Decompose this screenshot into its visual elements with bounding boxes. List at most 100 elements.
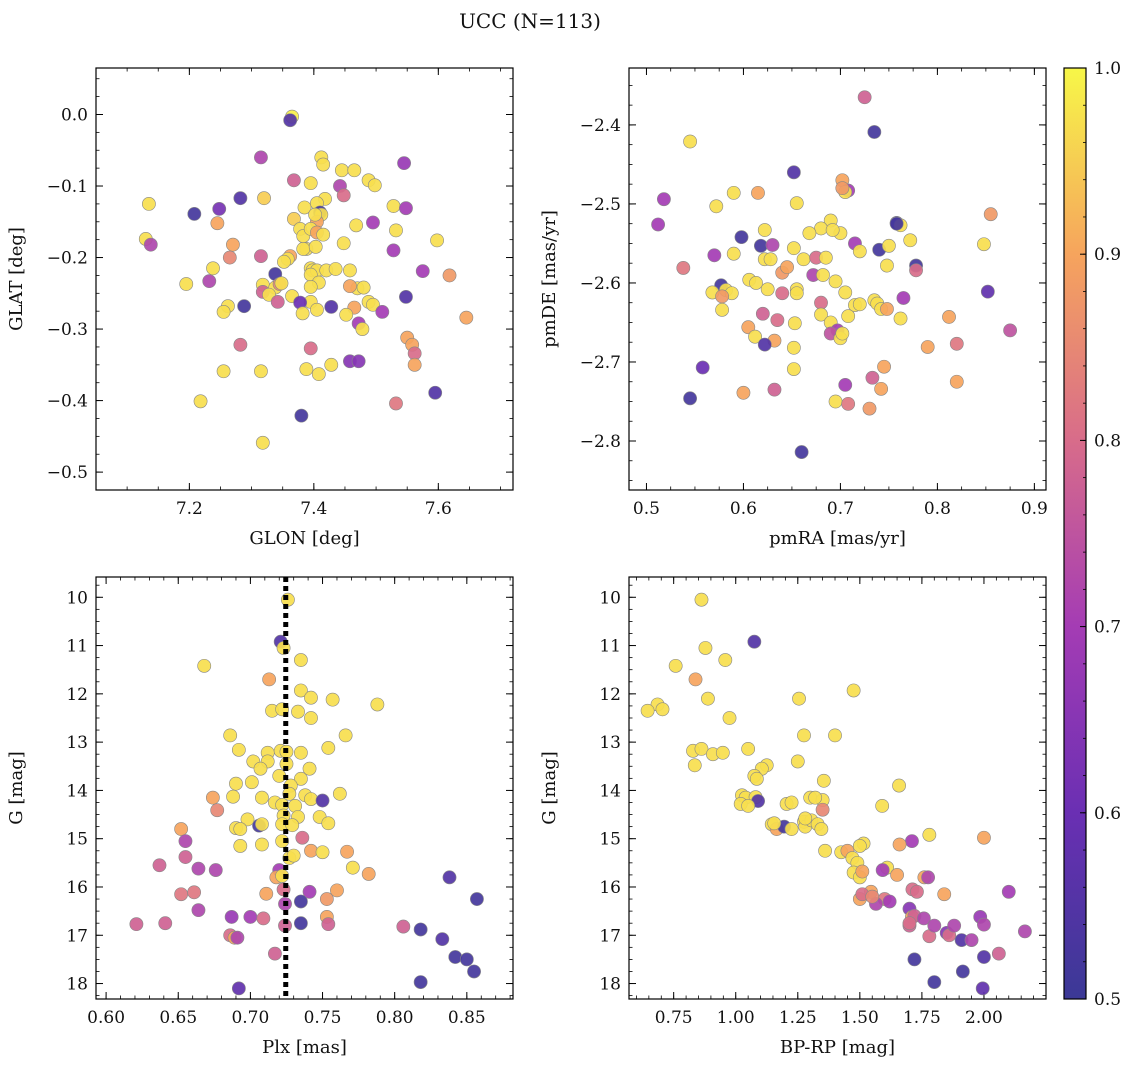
y-tick-label: 15 <box>66 830 88 850</box>
scatter-point <box>187 885 202 900</box>
scatter-point <box>191 861 206 876</box>
scatter-point <box>470 892 484 906</box>
x-tick-label: 0.6 <box>730 499 757 519</box>
scatter-point <box>784 795 799 810</box>
scatter-point <box>315 793 330 808</box>
y-tick-label: 16 <box>599 878 621 898</box>
scatter-point <box>875 798 890 813</box>
scatter-point <box>770 313 785 327</box>
scatter-point <box>308 239 323 254</box>
scatter-point <box>142 196 156 211</box>
plot-frame <box>628 576 1047 1000</box>
scatter-point <box>722 711 737 725</box>
scatter-point <box>747 634 762 649</box>
scatter-point <box>262 672 277 687</box>
panel-pmra-pmde: 0.5 0.6 0.7 0.8 0.9 −2.4 −2.5 −2.6 −2.7 −2.8 pmRA … <box>539 67 1048 549</box>
scatter-point <box>734 230 749 245</box>
scatter-point <box>287 173 301 188</box>
scatter-point <box>386 243 401 258</box>
scatter-point <box>315 845 330 860</box>
scatter-point <box>786 165 801 180</box>
scatter-point <box>293 745 308 760</box>
scatter-point <box>748 329 762 344</box>
scatter-point <box>977 917 991 932</box>
scatter-point <box>324 357 339 372</box>
x-tick-label: 1.50 <box>841 1008 879 1028</box>
scatter-point <box>875 863 890 877</box>
y-tick-label: −0.1 <box>47 177 88 197</box>
scatter-point <box>892 837 907 852</box>
x-tick-label: 0.8 <box>924 499 951 519</box>
scatter-point <box>321 816 336 831</box>
scatter-point <box>798 811 813 826</box>
scatter-point <box>955 964 970 979</box>
scatter-point <box>254 249 268 264</box>
scatter-point <box>303 279 318 294</box>
x-axis-label: GLON [deg] <box>249 528 359 549</box>
scatter-point <box>254 364 268 379</box>
scatter-point <box>1018 924 1032 939</box>
scatter-point <box>922 827 937 842</box>
scatter-point <box>889 216 904 231</box>
scatter-point <box>909 263 923 278</box>
scatter-points <box>640 592 1032 996</box>
scatter-point <box>268 946 282 961</box>
scatter-point <box>413 975 428 990</box>
scatter-point <box>736 385 751 400</box>
scatter-point <box>763 252 778 267</box>
y-tick-label: −2.5 <box>580 195 621 215</box>
y-tick-label: 16 <box>66 878 88 898</box>
scatter-point <box>233 191 248 206</box>
scatter-point <box>698 641 713 655</box>
y-tick-label: 11 <box>66 637 88 657</box>
scatter-point <box>789 286 804 301</box>
scatter-point <box>442 870 457 885</box>
scatter-point <box>902 916 917 931</box>
scatter-point <box>336 236 351 251</box>
scatter-point <box>655 702 670 717</box>
scatter-point <box>286 848 301 863</box>
scatter-point <box>256 911 271 926</box>
scatter-point <box>332 786 347 801</box>
scatter-point <box>448 950 463 964</box>
scatter-point <box>657 192 671 207</box>
scatter-point <box>694 592 709 607</box>
scatter-point <box>325 692 340 707</box>
x-tick-label: 7.6 <box>425 499 452 519</box>
scatter-point <box>291 704 305 719</box>
y-tick-label: 12 <box>66 685 88 705</box>
scatter-point <box>415 264 430 279</box>
panel-glon-glat: 7.2 7.4 7.6 0.0 −0.1 −0.2 −0.3 −0.4 −0.5 GLON [de… <box>6 67 514 549</box>
scatter-point <box>233 337 248 352</box>
scatter-point <box>874 381 889 396</box>
scatter-point <box>983 207 998 222</box>
scatter-point <box>389 396 403 411</box>
scatter-point <box>277 254 291 269</box>
scatter-point <box>825 223 840 237</box>
scatter-point <box>259 886 274 901</box>
scatter-point <box>224 910 239 924</box>
scatter-point <box>767 816 782 831</box>
scatter-point <box>244 775 259 790</box>
scatter-point <box>321 917 336 932</box>
scatter-point <box>243 910 258 924</box>
scatter-point <box>753 238 768 253</box>
scatter-point <box>867 125 882 139</box>
scatter-point <box>767 382 782 397</box>
y-tick-label: −0.2 <box>47 249 88 269</box>
scatter-point <box>293 683 308 698</box>
scatter-point <box>726 246 741 261</box>
scatter-point <box>231 981 246 996</box>
scatter-point <box>749 771 764 786</box>
scatter-point <box>741 741 756 756</box>
scatter-point <box>340 844 354 859</box>
scatter-point <box>841 309 856 324</box>
y-tick-label: −0.4 <box>47 392 88 412</box>
scatter-point <box>921 870 935 885</box>
scatter-point <box>796 252 811 267</box>
y-tick-label: 17 <box>66 926 88 946</box>
scatter-point <box>191 903 206 918</box>
scatter-point <box>893 311 908 326</box>
scatter-point <box>920 340 935 354</box>
scatter-point <box>905 834 919 849</box>
